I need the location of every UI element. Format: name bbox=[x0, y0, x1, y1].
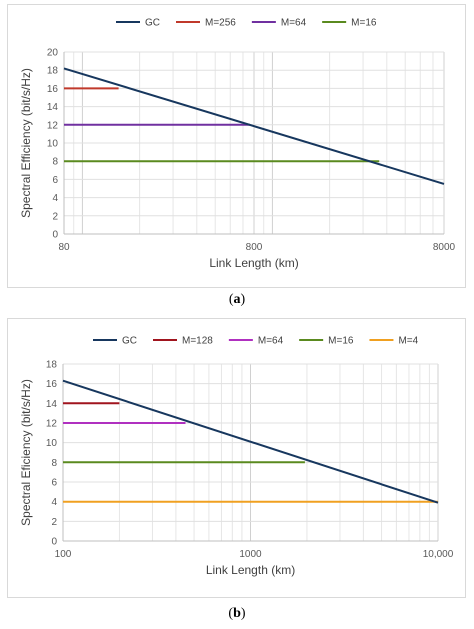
legend: GC M=128 M=64 M=16 M=4 bbox=[93, 336, 419, 347]
y-tick-label: 8 bbox=[52, 157, 58, 168]
y-tick-label: 20 bbox=[47, 48, 59, 59]
legend-label: M=4 bbox=[398, 336, 418, 347]
x-tick-label: 100 bbox=[55, 549, 72, 560]
y-axis-title: Spectral Efficiency (bit/s/Hz) bbox=[19, 68, 33, 218]
y-tick-label: 18 bbox=[47, 66, 59, 77]
x-axis-title: Link Length (km) bbox=[209, 256, 298, 270]
caption-b: (b) bbox=[228, 606, 246, 621]
legend-label: M=128 bbox=[182, 336, 213, 347]
x-tick-label: 800 bbox=[246, 242, 263, 253]
y-tick-label: 18 bbox=[46, 360, 58, 371]
chart-panel-a: 0 2 4 6 8 10 12 14 16 18 20 80 800 8000 Link Length (k… bbox=[7, 4, 466, 288]
y-tick-label: 16 bbox=[47, 84, 59, 95]
x-axis-title: Link Length (km) bbox=[206, 563, 295, 577]
series-line-gc bbox=[62, 379, 439, 504]
y-tick-label: 4 bbox=[51, 497, 57, 508]
y-tick-label: 0 bbox=[51, 537, 57, 548]
chart-panel-b: 0 2 4 6 8 10 12 14 16 18 100 1000 10,000 Link Length … bbox=[7, 318, 466, 598]
y-tick-label: 14 bbox=[47, 102, 59, 113]
y-tick-label: 8 bbox=[51, 458, 57, 469]
y-tick-label: 0 bbox=[52, 230, 58, 241]
y-tick-label: 6 bbox=[52, 175, 58, 186]
chart-a: 0 2 4 6 8 10 12 14 16 18 20 80 800 8000 Link Length (k… bbox=[19, 18, 456, 271]
series-line-gc bbox=[63, 67, 445, 185]
chart-b: 0 2 4 6 8 10 12 14 16 18 100 1000 10,000 Link Length … bbox=[19, 336, 454, 578]
y-tick-label: 12 bbox=[47, 120, 59, 131]
legend-label: GC bbox=[122, 336, 137, 347]
legend-label: M=16 bbox=[328, 336, 354, 347]
y-tick-label: 2 bbox=[51, 517, 57, 528]
gridlines bbox=[62, 363, 439, 542]
x-tick-label: 1000 bbox=[239, 549, 262, 560]
legend-label: M=256 bbox=[205, 18, 236, 29]
caption-a: (a) bbox=[228, 292, 246, 307]
legend-label: M=64 bbox=[281, 18, 307, 29]
y-tick-label: 6 bbox=[51, 478, 57, 489]
legend-label: GC bbox=[145, 18, 160, 29]
y-tick-label: 14 bbox=[46, 399, 58, 410]
x-tick-label: 10,000 bbox=[423, 549, 454, 560]
y-tick-label: 10 bbox=[47, 139, 59, 150]
legend-label: M=16 bbox=[351, 18, 377, 29]
y-axis-title: Spectral Eficiency (bit/s/Hz) bbox=[19, 379, 33, 526]
y-tick-label: 16 bbox=[46, 379, 58, 390]
x-tick-label: 80 bbox=[58, 242, 70, 253]
y-tick-label: 12 bbox=[46, 419, 58, 430]
x-tick-label: 8000 bbox=[433, 242, 456, 253]
legend-label: M=64 bbox=[258, 336, 284, 347]
legend: GC M=256 M=64 M=16 bbox=[116, 18, 377, 29]
y-tick-label: 10 bbox=[46, 438, 58, 449]
y-tick-label: 4 bbox=[52, 193, 58, 204]
gridlines bbox=[63, 51, 445, 235]
y-tick-label: 2 bbox=[52, 211, 58, 222]
